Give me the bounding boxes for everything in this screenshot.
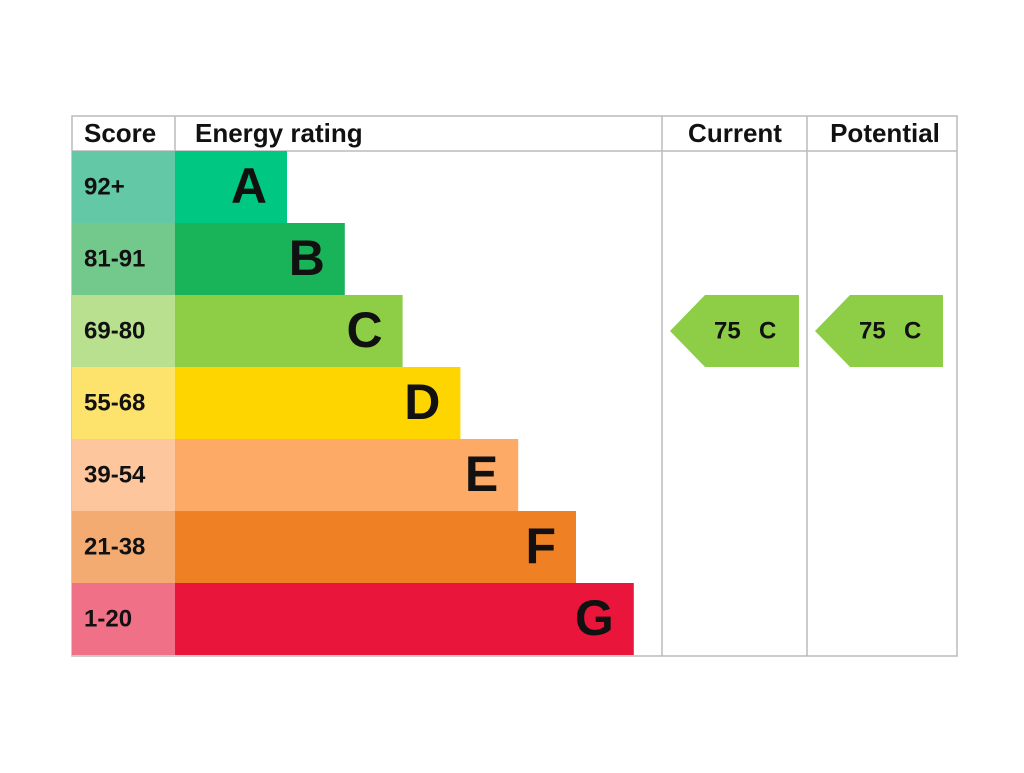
rating-bar xyxy=(175,295,403,367)
band-letter: D xyxy=(404,374,440,430)
score-cell xyxy=(72,511,175,583)
band-letter: E xyxy=(465,446,498,502)
band-letter: F xyxy=(525,518,556,574)
score-cell xyxy=(72,367,175,439)
band-letter: B xyxy=(289,230,325,286)
score-label: 69-80 xyxy=(84,317,145,344)
score-cell xyxy=(72,439,175,511)
potential-arrow xyxy=(815,295,943,367)
score-cell xyxy=(72,223,175,295)
score-label: 81-91 xyxy=(84,245,145,272)
score-label: 92+ xyxy=(84,173,125,200)
rating-bar xyxy=(175,367,461,439)
potential-band: C xyxy=(904,317,921,344)
rating-bar xyxy=(175,151,287,223)
header-rating: Energy rating xyxy=(195,118,363,148)
header-score: Score xyxy=(84,118,156,148)
score-cell xyxy=(72,583,175,655)
band-letter: A xyxy=(231,158,267,214)
rating-bar xyxy=(175,223,345,295)
current-arrow xyxy=(670,295,799,367)
band-letter: C xyxy=(346,302,382,358)
current-value: 75 xyxy=(714,317,741,344)
rating-bar xyxy=(175,583,634,655)
potential-value: 75 xyxy=(859,317,886,344)
rating-bar xyxy=(175,439,519,511)
score-cell xyxy=(72,295,175,367)
score-label: 39-54 xyxy=(84,461,146,488)
band-letter: G xyxy=(575,590,614,646)
score-label: 21-38 xyxy=(84,533,145,560)
score-label: 55-68 xyxy=(84,389,145,416)
rating-bar xyxy=(175,511,576,583)
header-potential: Potential xyxy=(830,118,940,148)
current-band: C xyxy=(759,317,776,344)
score-label: 1-20 xyxy=(84,605,132,632)
header-current: Current xyxy=(688,118,782,148)
score-cell xyxy=(72,151,175,223)
